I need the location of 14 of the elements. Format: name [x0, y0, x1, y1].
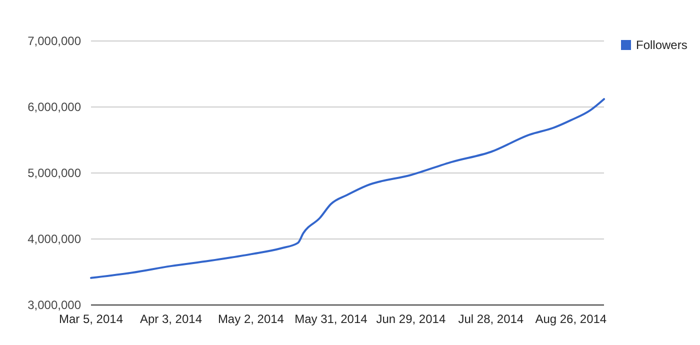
y-tick-label: 3,000,000 [28, 298, 82, 312]
legend-label: Followers [636, 38, 688, 52]
x-tick-label: Jun 29, 2014 [376, 312, 446, 326]
x-tick-label: May 31, 2014 [294, 312, 368, 326]
y-tick-label: 6,000,000 [28, 100, 82, 114]
y-tick-label: 5,000,000 [28, 166, 82, 180]
y-tick-label: 7,000,000 [28, 34, 82, 48]
x-tick-label: Aug 26, 2014 [535, 312, 607, 326]
x-tick-label: Jul 28, 2014 [458, 312, 524, 326]
y-tick-label: 4,000,000 [28, 232, 82, 246]
x-tick-label: Mar 5, 2014 [58, 312, 124, 326]
x-tick-label: Apr 3, 2014 [140, 312, 202, 326]
x-tick-label: May 2, 2014 [218, 312, 284, 326]
line-series [90, 98, 605, 279]
